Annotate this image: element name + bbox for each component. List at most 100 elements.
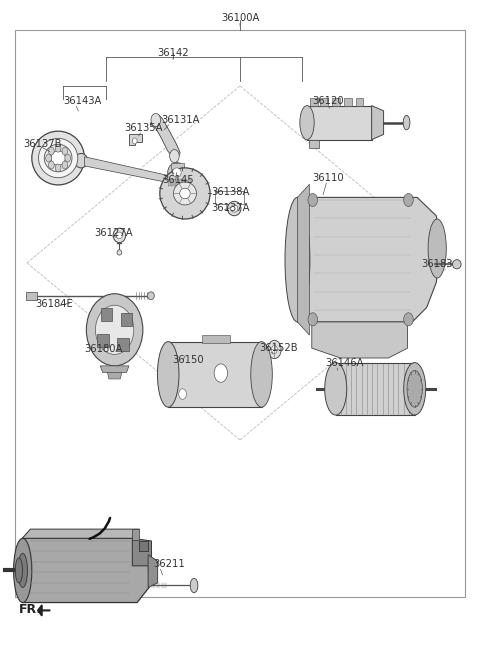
Circle shape bbox=[268, 340, 281, 359]
Polygon shape bbox=[120, 313, 132, 326]
Polygon shape bbox=[132, 529, 140, 539]
Ellipse shape bbox=[32, 131, 84, 185]
Ellipse shape bbox=[428, 219, 446, 278]
Text: 36152B: 36152B bbox=[259, 342, 298, 353]
Text: 36100A: 36100A bbox=[221, 12, 259, 23]
Circle shape bbox=[55, 145, 61, 152]
Circle shape bbox=[151, 114, 160, 127]
Ellipse shape bbox=[231, 205, 238, 212]
Ellipse shape bbox=[96, 306, 134, 354]
Circle shape bbox=[62, 147, 68, 155]
Ellipse shape bbox=[132, 138, 137, 144]
Text: 36211: 36211 bbox=[153, 559, 185, 569]
Polygon shape bbox=[344, 98, 351, 106]
Ellipse shape bbox=[453, 260, 461, 269]
Ellipse shape bbox=[38, 139, 78, 177]
Polygon shape bbox=[168, 342, 262, 407]
Text: 36120: 36120 bbox=[312, 96, 343, 106]
Ellipse shape bbox=[172, 168, 181, 177]
Polygon shape bbox=[97, 334, 108, 347]
Text: 36110: 36110 bbox=[312, 173, 343, 183]
Ellipse shape bbox=[13, 538, 32, 602]
Polygon shape bbox=[84, 157, 190, 187]
Ellipse shape bbox=[18, 553, 27, 587]
Polygon shape bbox=[117, 338, 129, 351]
Ellipse shape bbox=[228, 201, 241, 215]
Ellipse shape bbox=[157, 342, 179, 407]
Text: 36150: 36150 bbox=[172, 355, 204, 365]
Polygon shape bbox=[356, 98, 363, 106]
Ellipse shape bbox=[251, 342, 272, 407]
Polygon shape bbox=[312, 322, 408, 358]
Ellipse shape bbox=[113, 228, 126, 242]
Circle shape bbox=[48, 147, 54, 155]
Text: FR.: FR. bbox=[19, 602, 42, 616]
Polygon shape bbox=[188, 179, 190, 186]
Ellipse shape bbox=[160, 168, 210, 219]
Ellipse shape bbox=[180, 188, 190, 198]
Polygon shape bbox=[332, 98, 339, 106]
Polygon shape bbox=[311, 98, 318, 106]
Text: 36127A: 36127A bbox=[94, 228, 132, 238]
Polygon shape bbox=[372, 106, 384, 140]
Polygon shape bbox=[180, 179, 181, 186]
Polygon shape bbox=[310, 140, 319, 148]
Text: 36146A: 36146A bbox=[325, 357, 364, 368]
Polygon shape bbox=[129, 134, 142, 145]
Polygon shape bbox=[25, 292, 37, 300]
Circle shape bbox=[48, 161, 54, 169]
Ellipse shape bbox=[168, 163, 186, 182]
Ellipse shape bbox=[300, 106, 314, 140]
Polygon shape bbox=[22, 538, 149, 602]
Ellipse shape bbox=[404, 363, 426, 415]
Polygon shape bbox=[185, 179, 187, 186]
Text: 36142: 36142 bbox=[157, 48, 189, 58]
Polygon shape bbox=[108, 373, 122, 379]
Circle shape bbox=[55, 164, 61, 172]
Polygon shape bbox=[148, 555, 157, 587]
Circle shape bbox=[308, 193, 318, 206]
Polygon shape bbox=[100, 366, 129, 373]
Polygon shape bbox=[182, 179, 184, 186]
Polygon shape bbox=[168, 179, 170, 186]
Text: 36183: 36183 bbox=[421, 260, 453, 269]
Circle shape bbox=[404, 193, 413, 206]
Polygon shape bbox=[298, 184, 310, 335]
Ellipse shape bbox=[86, 294, 143, 366]
Circle shape bbox=[46, 154, 51, 162]
Ellipse shape bbox=[173, 182, 196, 205]
Polygon shape bbox=[190, 180, 201, 191]
Polygon shape bbox=[174, 179, 176, 186]
Circle shape bbox=[214, 364, 228, 382]
Text: 36143A: 36143A bbox=[63, 96, 101, 106]
Ellipse shape bbox=[44, 145, 72, 172]
Text: 36131A: 36131A bbox=[161, 115, 200, 125]
Ellipse shape bbox=[148, 292, 155, 300]
Circle shape bbox=[308, 313, 318, 326]
Polygon shape bbox=[320, 98, 327, 106]
Ellipse shape bbox=[15, 558, 23, 583]
Polygon shape bbox=[298, 197, 441, 322]
Polygon shape bbox=[177, 179, 179, 186]
Polygon shape bbox=[132, 538, 152, 566]
Ellipse shape bbox=[51, 151, 65, 166]
Circle shape bbox=[169, 150, 179, 163]
Ellipse shape bbox=[190, 578, 198, 593]
Polygon shape bbox=[170, 164, 183, 169]
Text: 36137B: 36137B bbox=[24, 139, 62, 148]
Polygon shape bbox=[336, 363, 415, 415]
Polygon shape bbox=[22, 529, 140, 538]
Polygon shape bbox=[150, 115, 180, 158]
Text: 36137A: 36137A bbox=[211, 203, 250, 213]
Text: 36180A: 36180A bbox=[84, 344, 123, 355]
Ellipse shape bbox=[117, 250, 122, 255]
Ellipse shape bbox=[285, 197, 310, 322]
Ellipse shape bbox=[407, 371, 422, 407]
Circle shape bbox=[62, 161, 68, 169]
Ellipse shape bbox=[74, 154, 88, 168]
Polygon shape bbox=[171, 179, 173, 186]
Polygon shape bbox=[139, 541, 148, 551]
Ellipse shape bbox=[116, 232, 122, 238]
Circle shape bbox=[65, 154, 71, 162]
Text: 36135A: 36135A bbox=[124, 123, 163, 133]
